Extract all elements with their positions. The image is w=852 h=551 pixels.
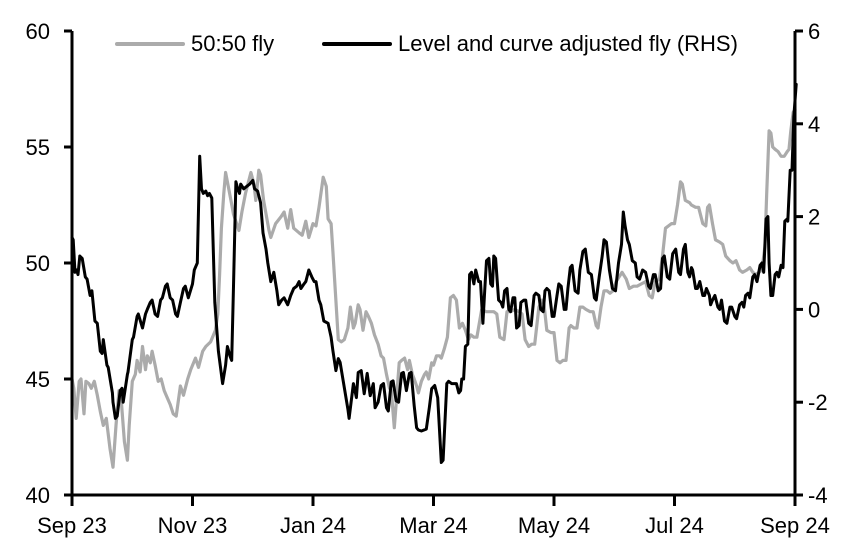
left-axis-tick-label: 60 (26, 19, 50, 44)
x-axis-tick-label: Nov 23 (158, 513, 228, 538)
right-axis-tick-label: 0 (808, 297, 820, 322)
x-axis-tick-label: Sep 24 (760, 513, 830, 538)
x-axis-tick-label: Sep 23 (37, 513, 107, 538)
series-line-level-curve-fly (70, 82, 798, 464)
series-line-5050-fly (70, 108, 797, 469)
left-axis-tick-label: 45 (26, 367, 50, 392)
left-axis-tick-label: 50 (26, 251, 50, 276)
x-axis-tick-label: Mar 24 (399, 513, 467, 538)
right-axis-tick-label: 4 (808, 112, 820, 137)
x-axis-tick-label: May 24 (518, 513, 590, 538)
right-axis-tick-label: -2 (808, 390, 828, 415)
right-axis-tick-label: 6 (808, 19, 820, 44)
left-axis-tick-label: 40 (26, 483, 50, 508)
x-axis-tick-label: Jan 24 (280, 513, 346, 538)
right-axis-tick-label: 2 (808, 205, 820, 230)
x-axis-tick-label: Jul 24 (645, 513, 704, 538)
right-axis-tick-label: -4 (808, 483, 828, 508)
left-axis-tick-label: 55 (26, 135, 50, 160)
